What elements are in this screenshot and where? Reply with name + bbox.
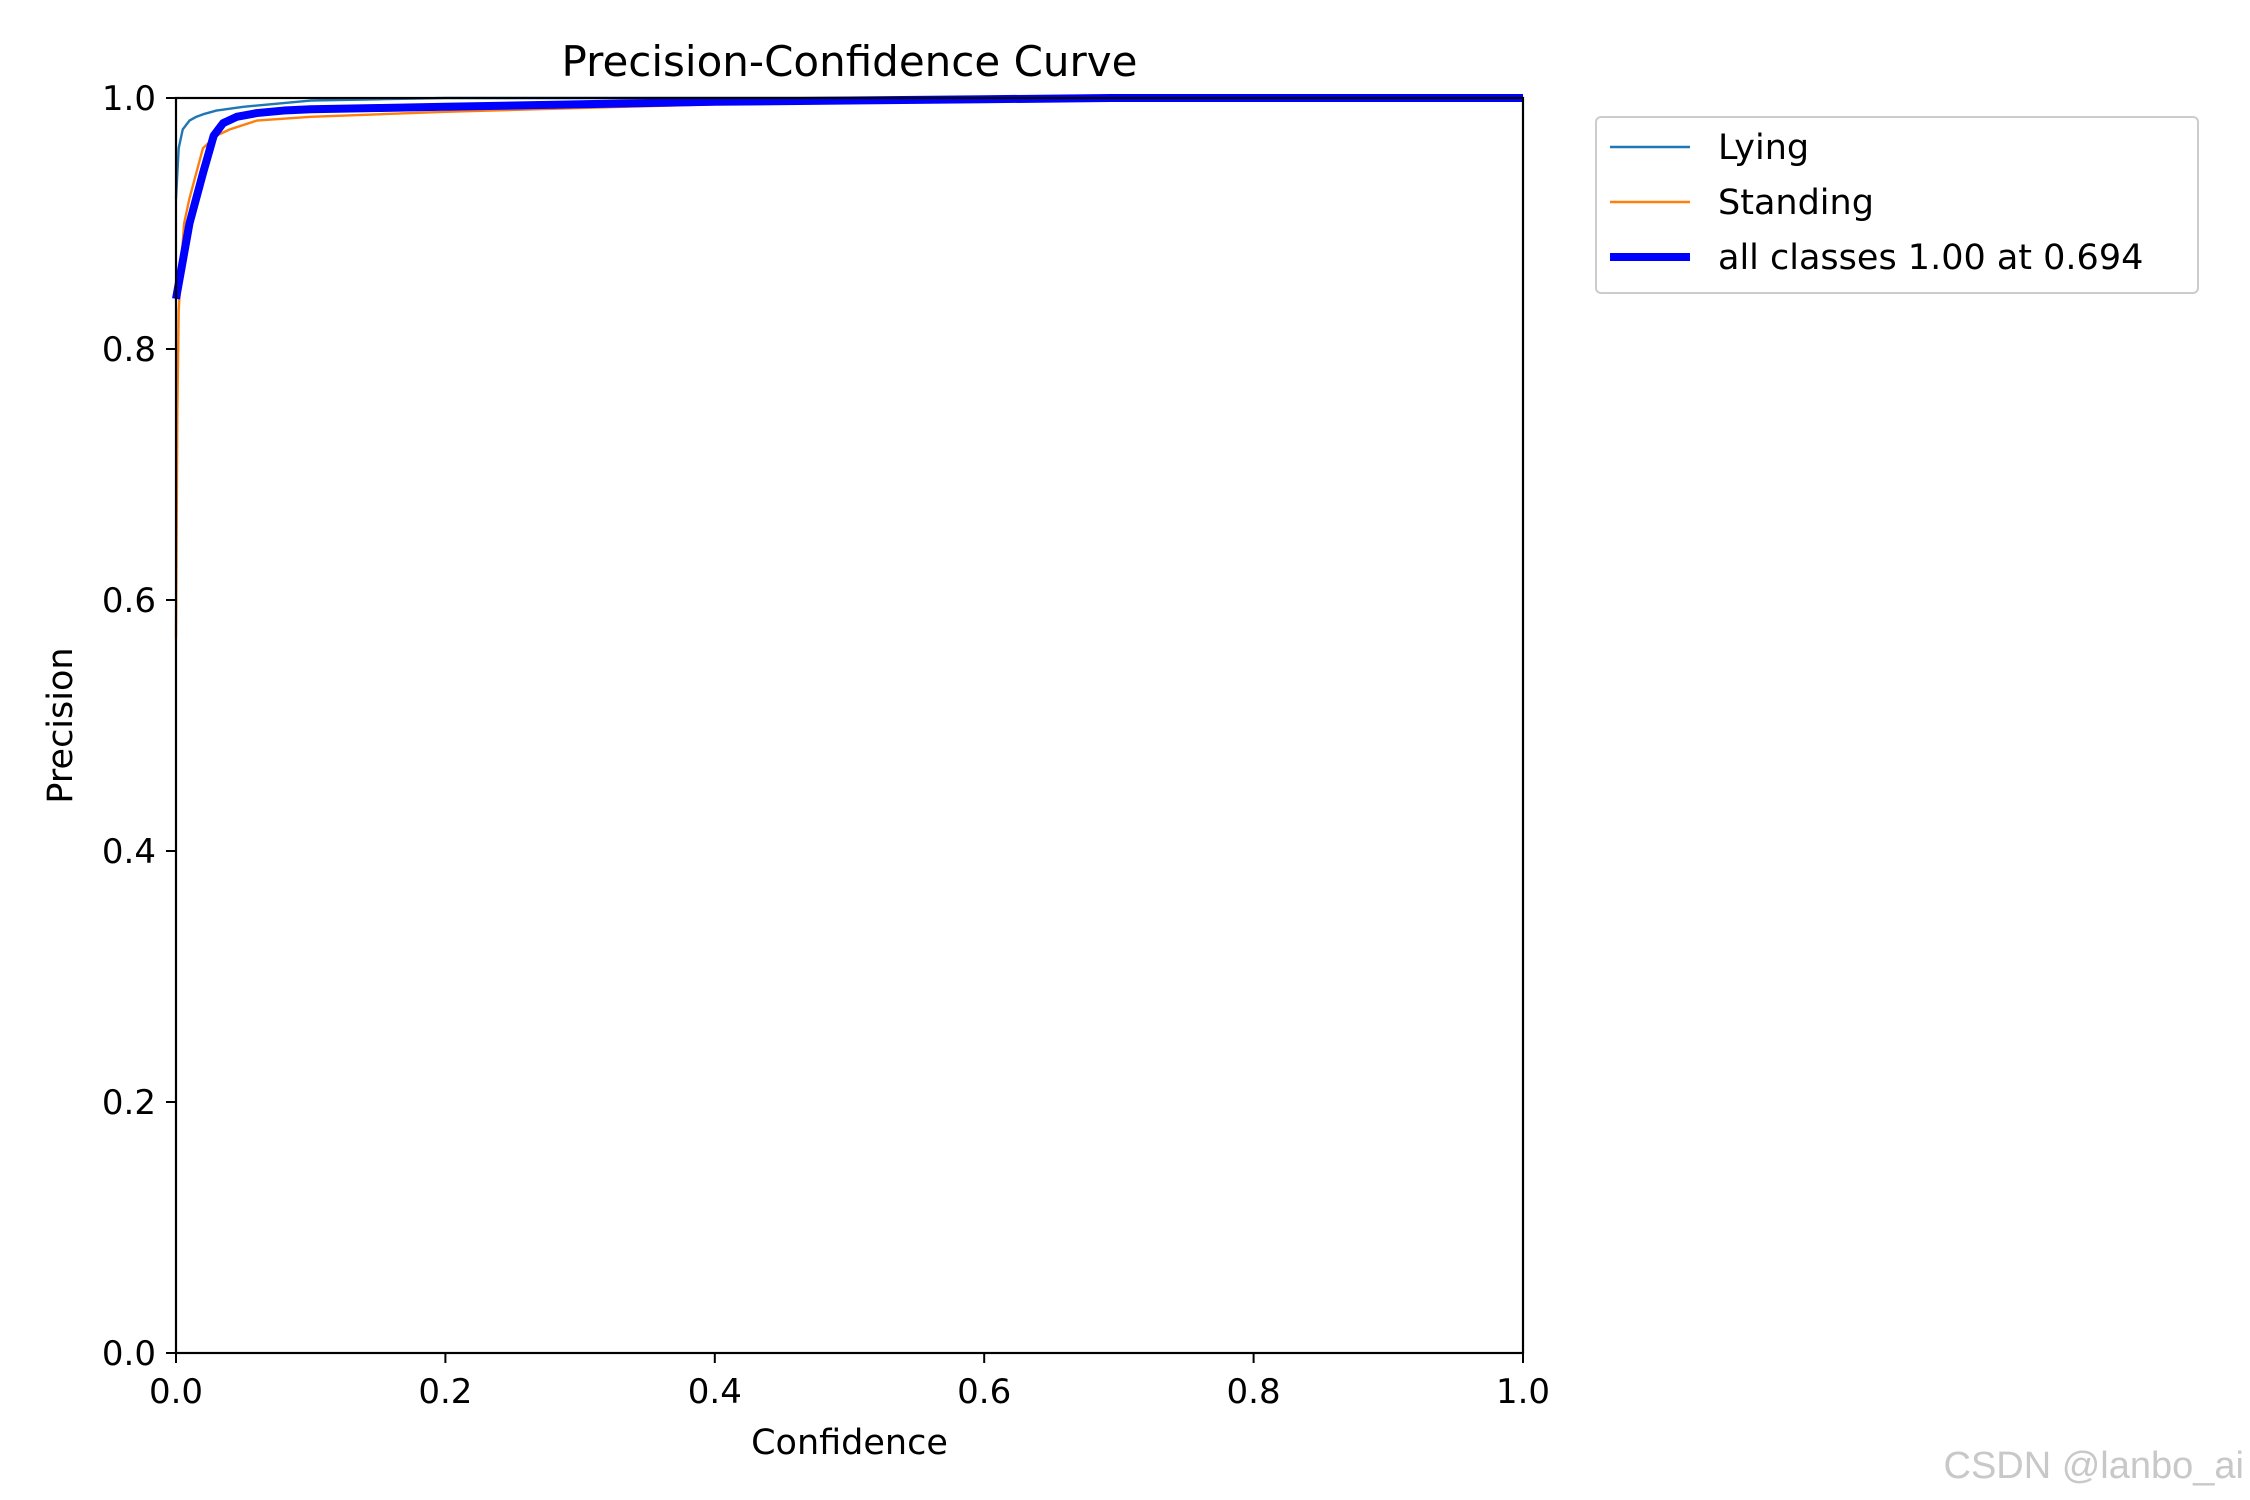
y-tick-label: 0.8: [102, 330, 156, 370]
x-tick-label: 0.4: [688, 1372, 742, 1412]
watermark: CSDN @lanbo_ai: [1944, 1445, 2245, 1487]
legend-box: [1595, 116, 2199, 294]
legend-label-2: Standing: [1718, 183, 1874, 223]
x-tick-label: 0.6: [957, 1372, 1011, 1412]
chart-title: Precision-Confidence Curve: [562, 37, 1138, 86]
y-tick-label: 0.2: [102, 1083, 156, 1123]
legend-label-3: all classes 1.00 at 0.694: [1718, 238, 2143, 278]
y-axis-label: Precision: [41, 647, 81, 803]
legend: Lying Standing all classes 1.00 at 0.694: [1595, 116, 2199, 294]
x-axis-ticks: 0.0 0.2 0.4 0.6 0.8 1.0: [149, 1353, 1550, 1412]
y-axis-ticks: 0.0 0.2 0.4 0.6 0.8 1.0: [102, 79, 176, 1374]
series-line-3: [172, 94, 1523, 300]
series-layer: [172, 94, 1523, 638]
y-tick-label: 0.0: [102, 1334, 156, 1374]
x-tick-label: 1.0: [1496, 1372, 1550, 1412]
x-tick-label: 0.0: [149, 1372, 203, 1412]
series-line-2: [174, 96, 1523, 638]
plot-frame: [174, 96, 1525, 1355]
x-axis-label: Confidence: [751, 1423, 948, 1463]
series-line-1: [174, 96, 1523, 199]
y-tick-label: 1.0: [102, 79, 156, 119]
legend-label-1: Lying: [1718, 128, 1809, 168]
y-tick-label: 0.6: [102, 581, 156, 621]
y-tick-label: 0.4: [102, 832, 156, 872]
x-tick-label: 0.2: [418, 1372, 472, 1412]
x-tick-label: 0.8: [1227, 1372, 1281, 1412]
